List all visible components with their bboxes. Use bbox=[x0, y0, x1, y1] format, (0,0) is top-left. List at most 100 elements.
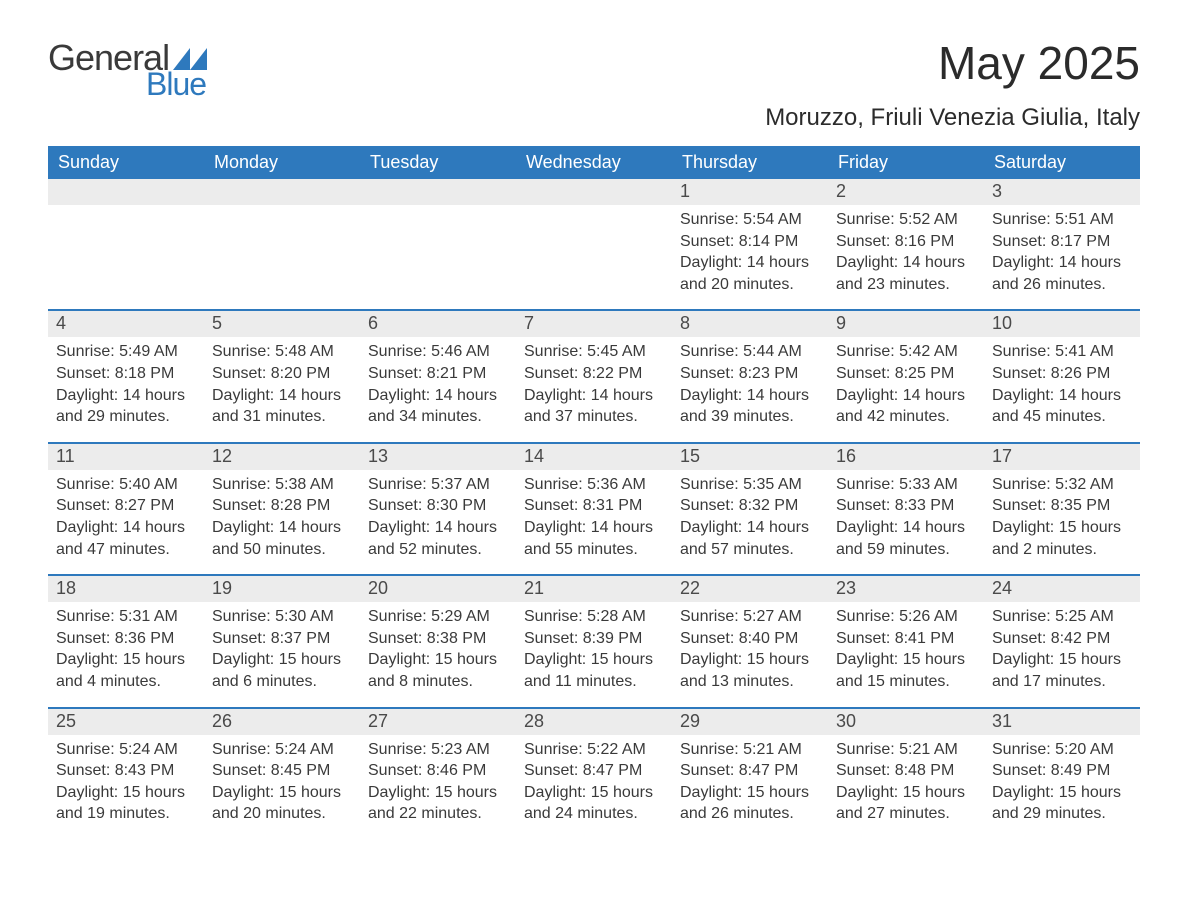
daylight-line: Daylight: 15 hours and 11 minutes. bbox=[524, 649, 664, 692]
day-body: Sunrise: 5:45 AMSunset: 8:22 PMDaylight:… bbox=[516, 337, 672, 427]
calendar-day: 19Sunrise: 5:30 AMSunset: 8:37 PMDayligh… bbox=[204, 576, 360, 692]
sunrise-line: Sunrise: 5:41 AM bbox=[992, 341, 1132, 363]
calendar-day: . bbox=[516, 179, 672, 295]
daylight-line: Daylight: 14 hours and 57 minutes. bbox=[680, 517, 820, 560]
daylight-line: Daylight: 14 hours and 23 minutes. bbox=[836, 252, 976, 295]
day-body: Sunrise: 5:48 AMSunset: 8:20 PMDaylight:… bbox=[204, 337, 360, 427]
day-body bbox=[360, 205, 516, 209]
calendar-day: 18Sunrise: 5:31 AMSunset: 8:36 PMDayligh… bbox=[48, 576, 204, 692]
calendar-day: 14Sunrise: 5:36 AMSunset: 8:31 PMDayligh… bbox=[516, 444, 672, 560]
dow-header-cell: Thursday bbox=[672, 146, 828, 179]
calendar-day: 25Sunrise: 5:24 AMSunset: 8:43 PMDayligh… bbox=[48, 709, 204, 825]
sunset-line: Sunset: 8:47 PM bbox=[524, 760, 664, 782]
daylight-line: Daylight: 14 hours and 55 minutes. bbox=[524, 517, 664, 560]
day-number: 21 bbox=[516, 576, 672, 602]
sunset-line: Sunset: 8:35 PM bbox=[992, 495, 1132, 517]
dow-header-cell: Sunday bbox=[48, 146, 204, 179]
sunset-line: Sunset: 8:43 PM bbox=[56, 760, 196, 782]
sunset-line: Sunset: 8:31 PM bbox=[524, 495, 664, 517]
sunset-line: Sunset: 8:22 PM bbox=[524, 363, 664, 385]
sunrise-line: Sunrise: 5:38 AM bbox=[212, 474, 352, 496]
sunset-line: Sunset: 8:46 PM bbox=[368, 760, 508, 782]
day-body: Sunrise: 5:24 AMSunset: 8:43 PMDaylight:… bbox=[48, 735, 204, 825]
sunrise-line: Sunrise: 5:49 AM bbox=[56, 341, 196, 363]
calendar-day: 8Sunrise: 5:44 AMSunset: 8:23 PMDaylight… bbox=[672, 311, 828, 427]
daylight-line: Daylight: 15 hours and 20 minutes. bbox=[212, 782, 352, 825]
day-body: Sunrise: 5:44 AMSunset: 8:23 PMDaylight:… bbox=[672, 337, 828, 427]
day-body: Sunrise: 5:40 AMSunset: 8:27 PMDaylight:… bbox=[48, 470, 204, 560]
calendar-day: 17Sunrise: 5:32 AMSunset: 8:35 PMDayligh… bbox=[984, 444, 1140, 560]
sunset-line: Sunset: 8:18 PM bbox=[56, 363, 196, 385]
calendar-day: 1Sunrise: 5:54 AMSunset: 8:14 PMDaylight… bbox=[672, 179, 828, 295]
sunrise-line: Sunrise: 5:24 AM bbox=[56, 739, 196, 761]
sunrise-line: Sunrise: 5:45 AM bbox=[524, 341, 664, 363]
sunrise-line: Sunrise: 5:29 AM bbox=[368, 606, 508, 628]
sunset-line: Sunset: 8:40 PM bbox=[680, 628, 820, 650]
day-body: Sunrise: 5:49 AMSunset: 8:18 PMDaylight:… bbox=[48, 337, 204, 427]
sunrise-line: Sunrise: 5:51 AM bbox=[992, 209, 1132, 231]
sunset-line: Sunset: 8:30 PM bbox=[368, 495, 508, 517]
sunset-line: Sunset: 8:49 PM bbox=[992, 760, 1132, 782]
daylight-line: Daylight: 14 hours and 42 minutes. bbox=[836, 385, 976, 428]
day-number: 11 bbox=[48, 444, 204, 470]
dow-header-cell: Tuesday bbox=[360, 146, 516, 179]
day-number: 25 bbox=[48, 709, 204, 735]
day-number: 3 bbox=[984, 179, 1140, 205]
calendar-day: 21Sunrise: 5:28 AMSunset: 8:39 PMDayligh… bbox=[516, 576, 672, 692]
day-number: 8 bbox=[672, 311, 828, 337]
sunrise-line: Sunrise: 5:23 AM bbox=[368, 739, 508, 761]
sunrise-line: Sunrise: 5:25 AM bbox=[992, 606, 1132, 628]
calendar-day: 5Sunrise: 5:48 AMSunset: 8:20 PMDaylight… bbox=[204, 311, 360, 427]
day-body: Sunrise: 5:28 AMSunset: 8:39 PMDaylight:… bbox=[516, 602, 672, 692]
calendar-week: 11Sunrise: 5:40 AMSunset: 8:27 PMDayligh… bbox=[48, 442, 1140, 560]
sunset-line: Sunset: 8:41 PM bbox=[836, 628, 976, 650]
calendar-week: 25Sunrise: 5:24 AMSunset: 8:43 PMDayligh… bbox=[48, 707, 1140, 825]
daylight-line: Daylight: 15 hours and 22 minutes. bbox=[368, 782, 508, 825]
sunset-line: Sunset: 8:42 PM bbox=[992, 628, 1132, 650]
dow-header-cell: Wednesday bbox=[516, 146, 672, 179]
sunset-line: Sunset: 8:26 PM bbox=[992, 363, 1132, 385]
daylight-line: Daylight: 14 hours and 52 minutes. bbox=[368, 517, 508, 560]
sunrise-line: Sunrise: 5:35 AM bbox=[680, 474, 820, 496]
daylight-line: Daylight: 14 hours and 31 minutes. bbox=[212, 385, 352, 428]
daylight-line: Daylight: 14 hours and 45 minutes. bbox=[992, 385, 1132, 428]
day-body bbox=[516, 205, 672, 209]
logo-text-blue: Blue bbox=[146, 68, 207, 100]
sunset-line: Sunset: 8:20 PM bbox=[212, 363, 352, 385]
day-body: Sunrise: 5:37 AMSunset: 8:30 PMDaylight:… bbox=[360, 470, 516, 560]
sunrise-line: Sunrise: 5:36 AM bbox=[524, 474, 664, 496]
calendar-day: 13Sunrise: 5:37 AMSunset: 8:30 PMDayligh… bbox=[360, 444, 516, 560]
calendar-day: . bbox=[360, 179, 516, 295]
calendar-day: 22Sunrise: 5:27 AMSunset: 8:40 PMDayligh… bbox=[672, 576, 828, 692]
sunrise-line: Sunrise: 5:48 AM bbox=[212, 341, 352, 363]
sunrise-line: Sunrise: 5:33 AM bbox=[836, 474, 976, 496]
calendar-day: 3Sunrise: 5:51 AMSunset: 8:17 PMDaylight… bbox=[984, 179, 1140, 295]
sunset-line: Sunset: 8:32 PM bbox=[680, 495, 820, 517]
day-body: Sunrise: 5:35 AMSunset: 8:32 PMDaylight:… bbox=[672, 470, 828, 560]
sunrise-line: Sunrise: 5:52 AM bbox=[836, 209, 976, 231]
sunrise-line: Sunrise: 5:24 AM bbox=[212, 739, 352, 761]
calendar-day: 7Sunrise: 5:45 AMSunset: 8:22 PMDaylight… bbox=[516, 311, 672, 427]
day-number: 17 bbox=[984, 444, 1140, 470]
day-body: Sunrise: 5:21 AMSunset: 8:47 PMDaylight:… bbox=[672, 735, 828, 825]
sunset-line: Sunset: 8:33 PM bbox=[836, 495, 976, 517]
sunrise-line: Sunrise: 5:22 AM bbox=[524, 739, 664, 761]
calendar-day: 12Sunrise: 5:38 AMSunset: 8:28 PMDayligh… bbox=[204, 444, 360, 560]
day-number: 24 bbox=[984, 576, 1140, 602]
calendar-day: 4Sunrise: 5:49 AMSunset: 8:18 PMDaylight… bbox=[48, 311, 204, 427]
sunrise-line: Sunrise: 5:46 AM bbox=[368, 341, 508, 363]
daylight-line: Daylight: 14 hours and 29 minutes. bbox=[56, 385, 196, 428]
day-number: 6 bbox=[360, 311, 516, 337]
day-body: Sunrise: 5:52 AMSunset: 8:16 PMDaylight:… bbox=[828, 205, 984, 295]
sunrise-line: Sunrise: 5:31 AM bbox=[56, 606, 196, 628]
day-number: 4 bbox=[48, 311, 204, 337]
calendar-day: 26Sunrise: 5:24 AMSunset: 8:45 PMDayligh… bbox=[204, 709, 360, 825]
sunset-line: Sunset: 8:37 PM bbox=[212, 628, 352, 650]
day-body: Sunrise: 5:23 AMSunset: 8:46 PMDaylight:… bbox=[360, 735, 516, 825]
calendar-day: 20Sunrise: 5:29 AMSunset: 8:38 PMDayligh… bbox=[360, 576, 516, 692]
sunset-line: Sunset: 8:39 PM bbox=[524, 628, 664, 650]
day-number: 12 bbox=[204, 444, 360, 470]
day-body: Sunrise: 5:24 AMSunset: 8:45 PMDaylight:… bbox=[204, 735, 360, 825]
day-body: Sunrise: 5:33 AMSunset: 8:33 PMDaylight:… bbox=[828, 470, 984, 560]
calendar-week: 4Sunrise: 5:49 AMSunset: 8:18 PMDaylight… bbox=[48, 309, 1140, 427]
